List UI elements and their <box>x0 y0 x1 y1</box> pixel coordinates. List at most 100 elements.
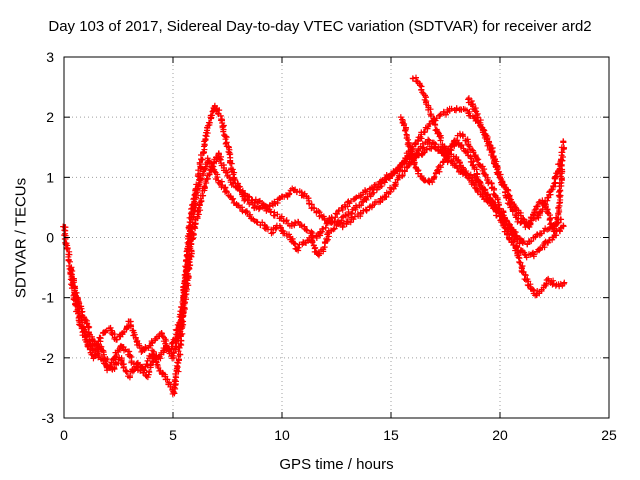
data-point <box>146 368 153 375</box>
y-tick-label: 0 <box>46 230 54 246</box>
x-axis-label: GPS time / hours <box>279 456 394 473</box>
data-point <box>223 187 230 194</box>
data-point <box>453 105 460 112</box>
x-tick-label: 20 <box>492 427 508 443</box>
series-trace-e <box>465 95 568 235</box>
data-point <box>138 348 145 355</box>
data-point <box>489 148 496 155</box>
data-point <box>560 222 567 229</box>
data-point <box>274 211 281 218</box>
data-point <box>410 155 417 162</box>
data-point <box>229 196 236 203</box>
data-point <box>342 212 349 219</box>
data-point <box>557 187 564 194</box>
data-point <box>189 230 196 237</box>
data-point <box>474 157 481 164</box>
data-point <box>510 242 517 249</box>
data-point <box>338 214 345 221</box>
data-point <box>460 133 467 140</box>
data-point <box>501 181 508 188</box>
data-point <box>114 336 121 343</box>
data-point <box>208 167 215 174</box>
data-point <box>401 167 408 174</box>
data-point <box>322 224 329 231</box>
data-point <box>100 357 107 364</box>
data-point <box>382 193 389 200</box>
data-point <box>437 162 444 169</box>
data-point <box>418 173 425 180</box>
data-point <box>283 217 290 224</box>
data-point <box>164 376 171 383</box>
data-point <box>358 202 365 209</box>
y-tick-label: 3 <box>46 49 54 65</box>
data-point <box>347 219 354 226</box>
data-point <box>536 208 543 215</box>
data-point <box>150 348 157 355</box>
data-point <box>426 121 433 128</box>
data-point <box>528 238 535 245</box>
data-point <box>214 174 221 181</box>
data-point <box>535 199 542 206</box>
data-point <box>421 128 428 135</box>
chart-title: Day 103 of 2017, Sidereal Day-to-day VTE… <box>48 18 592 35</box>
data-point <box>425 178 432 185</box>
data-point <box>183 286 190 293</box>
data-point <box>207 112 214 119</box>
data-point <box>286 190 293 197</box>
data-point <box>172 370 179 377</box>
data-point <box>267 208 274 215</box>
data-point <box>397 164 404 171</box>
data-point <box>470 147 477 154</box>
data-point <box>485 178 492 185</box>
data-point <box>559 157 566 164</box>
data-point <box>111 364 118 371</box>
data-point <box>318 212 325 219</box>
data-point <box>462 169 469 176</box>
data-point <box>459 164 466 171</box>
data-point <box>417 82 424 89</box>
data-point <box>404 163 411 170</box>
grid <box>64 57 609 418</box>
data-point <box>195 211 202 218</box>
data-point <box>431 144 438 151</box>
data-point <box>331 225 338 232</box>
data-point <box>481 127 488 134</box>
data-point <box>484 191 491 198</box>
data-point <box>339 205 346 212</box>
data-point <box>158 330 165 337</box>
data-point <box>510 238 517 245</box>
data-point <box>96 352 103 359</box>
data-point <box>172 343 179 350</box>
data-point <box>177 351 184 358</box>
data-point <box>201 183 208 190</box>
data-point <box>557 161 564 168</box>
data-point <box>215 179 222 186</box>
data-point <box>465 96 472 103</box>
y-tick-label: -2 <box>42 350 55 366</box>
data-point <box>199 156 206 163</box>
data-point <box>516 258 523 265</box>
data-point <box>220 128 227 135</box>
data-point <box>202 184 209 191</box>
data-point <box>170 349 177 356</box>
data-point <box>516 240 523 247</box>
x-tick-label: 15 <box>383 427 399 443</box>
data-point <box>175 368 182 375</box>
data-point <box>517 212 524 219</box>
data-point <box>224 189 231 196</box>
data-point <box>477 119 484 126</box>
data-point <box>415 147 422 154</box>
data-point <box>127 372 134 379</box>
data-point <box>494 164 501 171</box>
data-point <box>86 338 93 345</box>
data-point <box>503 217 510 224</box>
data-point <box>65 257 72 264</box>
data-point <box>335 208 342 215</box>
data-point <box>155 364 162 371</box>
data-point <box>551 180 558 187</box>
data-point <box>437 111 444 118</box>
data-point <box>436 112 443 119</box>
data-point <box>66 258 73 265</box>
data-point <box>352 195 359 202</box>
